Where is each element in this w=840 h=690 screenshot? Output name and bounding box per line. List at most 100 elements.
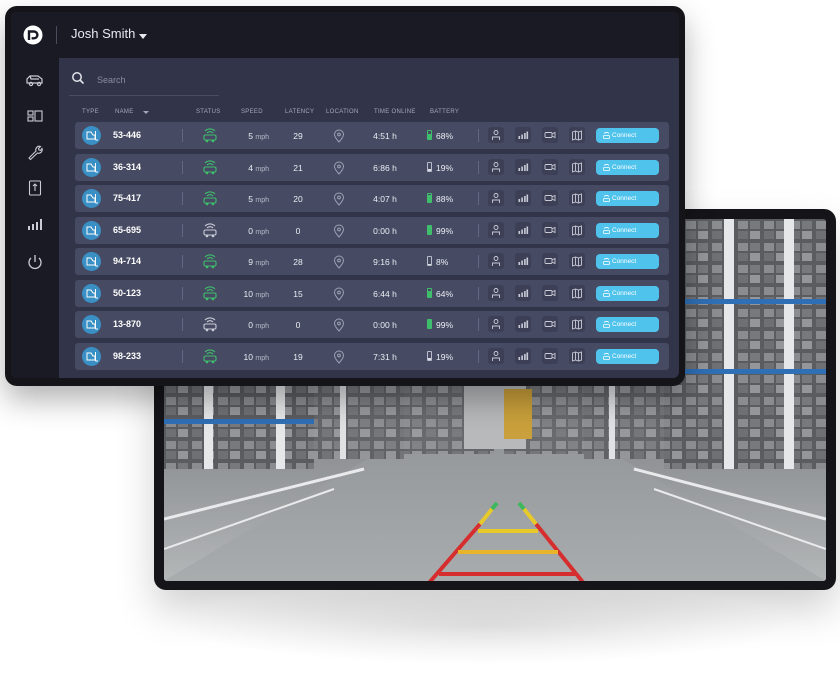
operator-action-icon[interactable] (488, 221, 504, 238)
connect-button[interactable]: Connect (596, 128, 659, 143)
operator-action-icon[interactable] (488, 190, 504, 206)
vehicle-speed: 9 mph (248, 257, 269, 267)
operator-action-icon[interactable] (488, 158, 504, 175)
location-pin-icon[interactable] (333, 224, 345, 238)
connect-button[interactable]: Connect (596, 254, 659, 269)
table-row[interactable]: 50-123 10 mph 15 6:44 h 64% (75, 279, 669, 307)
vehicle-status-icon (203, 285, 217, 300)
connect-button[interactable]: Connect (596, 159, 659, 175)
column-header-status[interactable]: STATUS (196, 109, 221, 115)
search-input[interactable] (95, 70, 219, 90)
remote-drive-icon (603, 258, 610, 265)
map-action-icon[interactable] (569, 221, 585, 238)
user-menu-name[interactable]: Josh Smith (71, 26, 136, 41)
location-pin-icon[interactable] (333, 318, 345, 332)
vehicle-speed: 4 mph (248, 162, 269, 173)
column-header-name[interactable]: NAME (115, 109, 134, 115)
table-row[interactable]: 53-446 5 mph 29 4:51 h 68% (75, 122, 669, 149)
column-divider (478, 160, 479, 174)
camera-action-icon[interactable] (542, 347, 558, 364)
vehicle-status-icon (203, 222, 217, 237)
fleet-app: Josh Smith (11, 12, 679, 378)
document-icon[interactable] (25, 178, 45, 198)
battery-icon (427, 256, 432, 266)
analytics-action-icon[interactable] (515, 316, 531, 332)
location-pin-icon[interactable] (333, 129, 345, 143)
table-row[interactable]: 75-417 5 mph 20 4:07 h 88% (75, 185, 669, 212)
map-action-icon[interactable] (569, 158, 585, 175)
analytics-icon[interactable] (25, 214, 45, 234)
analytics-action-icon[interactable] (515, 253, 531, 269)
column-divider (478, 255, 479, 268)
column-header-location[interactable]: LOCATION (326, 109, 359, 115)
operator-action-icon[interactable] (488, 253, 504, 269)
table-row[interactable]: 94-714 9 mph 28 9:16 h 8% (75, 248, 669, 275)
analytics-action-icon[interactable] (515, 158, 531, 175)
brand-logo-icon[interactable] (23, 25, 43, 45)
column-header-latency[interactable]: LATENCY (285, 109, 315, 115)
operator-action-icon[interactable] (488, 127, 504, 143)
location-pin-icon[interactable] (333, 350, 345, 364)
table-row[interactable]: 98-233 10 mph 19 7:31 h 19% (75, 342, 669, 370)
table-row[interactable]: 36-314 4 mph 21 6:86 h 19% (75, 153, 669, 181)
forklift-icon (82, 283, 101, 303)
connect-button[interactable]: Connect (596, 317, 659, 332)
operator-action-icon[interactable] (488, 347, 504, 364)
camera-action-icon[interactable] (542, 316, 558, 332)
location-pin-icon[interactable] (333, 192, 345, 206)
vehicle-latency: 21 (293, 162, 303, 173)
devices-icon[interactable] (25, 106, 45, 126)
vehicle-icon[interactable] (25, 70, 45, 90)
drop-shadow (175, 585, 795, 665)
table-row[interactable]: 13-870 0 mph 0 0:00 h 99% (75, 311, 669, 338)
connect-button[interactable]: Connect (596, 191, 659, 206)
map-action-icon[interactable] (569, 190, 585, 206)
connect-button[interactable]: Connect (596, 222, 659, 238)
battery-icon (427, 287, 432, 298)
parking-guide-lines (428, 501, 585, 581)
vehicle-latency: 0 (295, 320, 301, 330)
analytics-action-icon[interactable] (515, 221, 531, 238)
column-header-time-online[interactable]: TIME ONLINE (374, 109, 416, 115)
remote-drive-icon (603, 226, 610, 234)
column-divider (182, 223, 183, 237)
column-header-speed[interactable]: SPEED (241, 109, 263, 115)
wrench-icon[interactable] (25, 142, 45, 162)
camera-action-icon[interactable] (542, 253, 558, 269)
column-header-type[interactable]: TYPE (82, 109, 99, 115)
forklift-icon (82, 252, 101, 271)
battery-icon (427, 319, 432, 329)
vehicle-speed: 0 mph (248, 320, 269, 330)
connect-button[interactable]: Connect (596, 285, 659, 301)
map-action-icon[interactable] (569, 253, 585, 269)
table-row[interactable]: 65-695 0 mph 0 0:00 h 99% (75, 216, 669, 244)
connect-button[interactable]: Connect (596, 348, 659, 364)
column-divider (182, 255, 183, 268)
sort-descending-icon[interactable] (143, 111, 149, 114)
map-action-icon[interactable] (569, 284, 585, 301)
camera-action-icon[interactable] (542, 221, 558, 238)
operator-action-icon[interactable] (488, 316, 504, 332)
analytics-action-icon[interactable] (515, 190, 531, 206)
camera-action-icon[interactable] (542, 284, 558, 301)
map-action-icon[interactable] (569, 347, 585, 364)
camera-action-icon[interactable] (542, 127, 558, 143)
vehicle-battery: 68% (436, 131, 454, 141)
column-header-battery[interactable]: BATTERY (430, 109, 460, 115)
analytics-action-icon[interactable] (515, 284, 531, 301)
power-icon[interactable] (25, 252, 45, 272)
operator-action-icon[interactable] (488, 284, 504, 301)
chevron-down-icon[interactable] (139, 34, 147, 39)
vehicle-status-icon (203, 128, 217, 143)
location-pin-icon[interactable] (333, 161, 345, 175)
camera-action-icon[interactable] (542, 158, 558, 175)
camera-action-icon[interactable] (542, 190, 558, 206)
analytics-action-icon[interactable] (515, 127, 531, 143)
location-pin-icon[interactable] (333, 255, 345, 269)
analytics-action-icon[interactable] (515, 347, 531, 364)
map-action-icon[interactable] (569, 316, 585, 332)
column-divider (182, 160, 183, 174)
map-action-icon[interactable] (569, 127, 585, 143)
vehicle-battery: 99% (436, 225, 454, 236)
location-pin-icon[interactable] (333, 287, 345, 301)
